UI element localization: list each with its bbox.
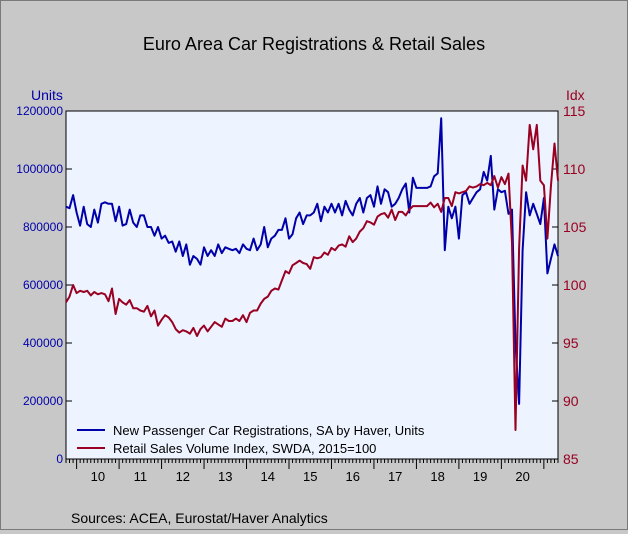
year-label: 13 bbox=[218, 469, 232, 484]
year-label: 17 bbox=[388, 469, 402, 484]
year-label: 16 bbox=[345, 469, 359, 484]
right-axis-label: Idx bbox=[566, 87, 585, 103]
right-tick-label: 90 bbox=[563, 393, 579, 409]
year-label: 10 bbox=[91, 469, 105, 484]
left-tick-label: 600000 bbox=[23, 278, 63, 292]
legend-label-retail-sales: Retail Sales Volume Index, SWDA, 2015=10… bbox=[113, 441, 376, 456]
left-tick-label: 0 bbox=[56, 452, 63, 466]
x-axis: 10 11 12 13 14 15 16 17 18 19 20 bbox=[65, 459, 559, 484]
series-line-registrations bbox=[65, 117, 559, 405]
chart-title: Euro Area Car Registrations & Retail Sal… bbox=[143, 34, 485, 54]
left-axis-label: Units bbox=[31, 87, 63, 103]
legend-label-registrations: New Passenger Car Registrations, SA by H… bbox=[113, 423, 425, 438]
left-tick-label: 800000 bbox=[23, 220, 63, 234]
year-label: 12 bbox=[176, 469, 190, 484]
right-tick-label: 85 bbox=[563, 451, 579, 467]
series-line-retail-sales bbox=[65, 123, 559, 431]
legend: New Passenger Car Registrations, SA by H… bbox=[77, 423, 425, 456]
right-tick-label: 95 bbox=[563, 335, 579, 351]
year-label: 15 bbox=[303, 469, 317, 484]
left-tick-label: 200000 bbox=[23, 394, 63, 408]
year-label: 20 bbox=[515, 469, 529, 484]
series-layer bbox=[65, 117, 559, 431]
right-tick-label: 105 bbox=[563, 219, 587, 235]
plot-area bbox=[65, 110, 559, 460]
right-axis: 85 90 95 100 105 110 115 bbox=[552, 103, 587, 467]
left-tick-label: 1200000 bbox=[16, 104, 63, 118]
left-tick-label: 1000000 bbox=[16, 162, 63, 176]
left-tick-label: 400000 bbox=[23, 336, 63, 350]
year-label: 14 bbox=[261, 469, 275, 484]
right-tick-label: 115 bbox=[563, 103, 586, 119]
right-tick-label: 100 bbox=[563, 277, 587, 293]
year-label: 11 bbox=[134, 469, 148, 484]
right-tick-label: 110 bbox=[563, 161, 586, 177]
year-label: 19 bbox=[473, 469, 487, 484]
source-note: Sources: ACEA, Eurostat/Haver Analytics bbox=[71, 510, 328, 526]
left-axis: 0 200000 400000 600000 800000 1000000 1200000 bbox=[16, 104, 72, 466]
year-label: 18 bbox=[430, 469, 444, 484]
